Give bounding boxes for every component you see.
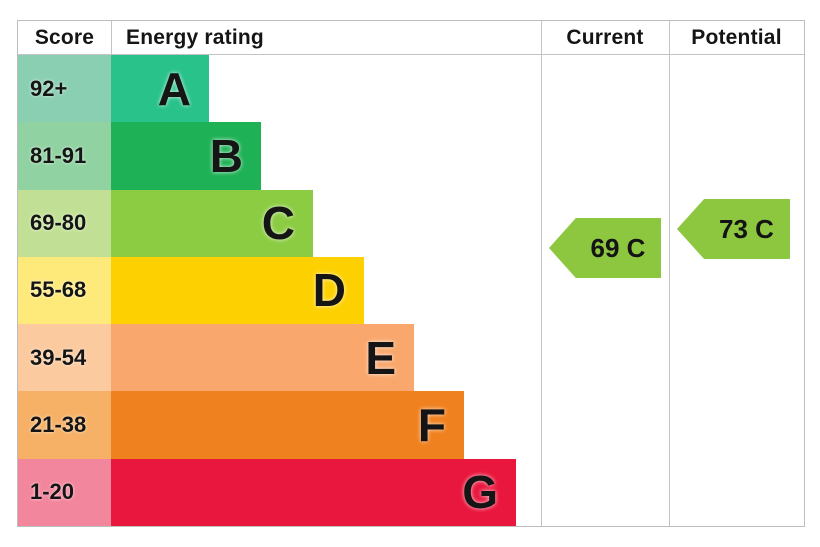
band-score-range: 1-20 [18,458,111,526]
score-column-header: Score [34,25,95,49]
chart-header-row: Score Energy rating Current Potential [18,21,804,54]
band-row-d: 55-68 D [18,256,541,325]
band-bar-a: A [111,55,209,123]
band-score-range: 69-80 [18,189,111,257]
band-score-range: 21-38 [18,391,111,459]
potential-rating-arrow: 73 C [677,199,790,259]
band-bar-c: C [111,189,313,257]
energy-rating-column-header: Energy rating [126,25,264,49]
band-row-b: 81-91 B [18,122,541,190]
band-row-e: 39-54 E [18,324,541,392]
current-column-header: Current [566,25,644,49]
potential-column-header: Potential [691,25,782,49]
potential-column-divider [669,21,670,526]
band-score-range: 92+ [18,55,111,123]
current-rating-arrow: 69 C [549,218,661,278]
current-column-divider [541,21,542,526]
band-row-g: 1-20 G [18,458,541,526]
energy-rating-chart: Score Energy rating Current Potential 92… [17,20,805,527]
score-column-divider [111,21,112,54]
rating-bands: 92+ A 81-91 B 69-80 C 55-68 D 39-54 E 21… [18,55,541,526]
band-bar-g: G [111,458,516,526]
band-row-a: 92+ A [18,55,541,123]
band-score-range: 39-54 [18,324,111,392]
band-score-range: 55-68 [18,256,111,325]
band-bar-d: D [111,256,364,325]
band-row-c: 69-80 C [18,189,541,257]
band-bar-b: B [111,122,261,190]
band-score-range: 81-91 [18,122,111,190]
band-bar-f: F [111,391,464,459]
band-row-f: 21-38 F [18,391,541,459]
band-bar-e: E [111,324,414,392]
header-divider [18,54,804,55]
